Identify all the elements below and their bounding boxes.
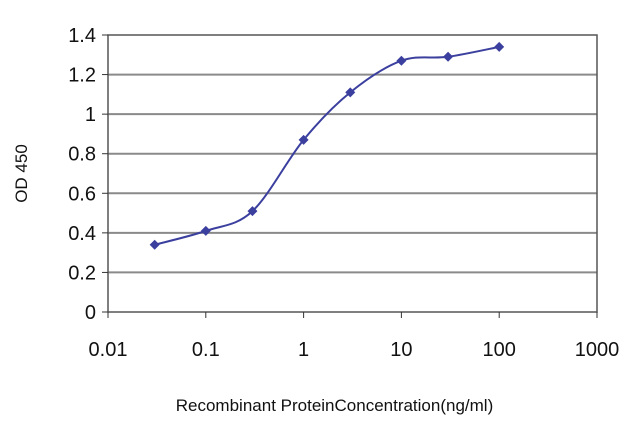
x-tick-label: 0.1 (192, 339, 220, 361)
y-tick-label: 1.2 (68, 65, 96, 87)
x-tick-label: 100 (483, 339, 516, 361)
data-point-marker (247, 206, 258, 217)
data-point-marker (149, 239, 160, 250)
x-tick-label: 1000 (575, 339, 620, 361)
y-axis-title: OD 450 (12, 144, 31, 203)
series-line (154, 45, 500, 246)
y-tick-label: 0 (85, 302, 96, 324)
x-tick-label: 10 (390, 339, 412, 361)
plot-area (107, 34, 598, 313)
gridlines (108, 73, 597, 274)
data-point-marker (396, 55, 407, 66)
y-tick-label: 0.8 (68, 144, 96, 166)
y-tick-label: 0.4 (68, 223, 96, 245)
y-tick-label: 1.4 (68, 25, 96, 47)
x-tick-label: 1 (298, 339, 309, 361)
data-point-marker (200, 225, 211, 236)
data-point-marker (494, 41, 505, 52)
y-tick-label: 0.6 (68, 183, 96, 205)
data-point-marker (345, 87, 356, 98)
x-axis-title: Recombinant ProteinConcentration(ng/ml) (176, 396, 494, 415)
y-tick-label: 1 (85, 104, 96, 126)
y-tick-label: 0.2 (68, 262, 96, 284)
axes: 0 0.2 0.4 0.6 0.8 1 1.2 1.4 0.01 0.1 1 10 100 1000 (68, 25, 619, 361)
data-point-marker (443, 51, 454, 62)
data-point-marker (298, 134, 309, 145)
x-tick-label: 0.01 (89, 339, 128, 361)
data-series (149, 41, 505, 250)
